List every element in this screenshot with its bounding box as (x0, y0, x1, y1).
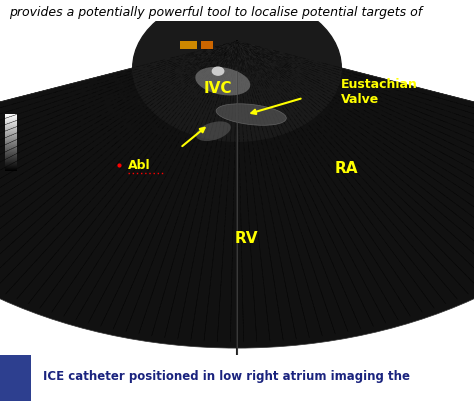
Bar (180, 42, 197, 51)
Text: Abl: Abl (128, 159, 151, 172)
Text: RV: RV (235, 231, 258, 246)
Bar (201, 42, 213, 51)
Text: provides a potentially powerful tool to localise potential targets of: provides a potentially powerful tool to … (9, 6, 423, 18)
Circle shape (212, 68, 224, 76)
Text: RA: RA (334, 161, 358, 176)
Text: Eustachian
Valve: Eustachian Valve (341, 78, 418, 106)
Ellipse shape (195, 68, 250, 96)
Bar (0, 355, 31, 401)
Text: ICE catheter positioned in low right atrium imaging the: ICE catheter positioned in low right atr… (43, 369, 410, 382)
Wedge shape (0, 42, 474, 348)
Ellipse shape (216, 105, 286, 126)
Text: IVC: IVC (204, 81, 232, 96)
Circle shape (133, 0, 341, 142)
Ellipse shape (196, 122, 231, 142)
